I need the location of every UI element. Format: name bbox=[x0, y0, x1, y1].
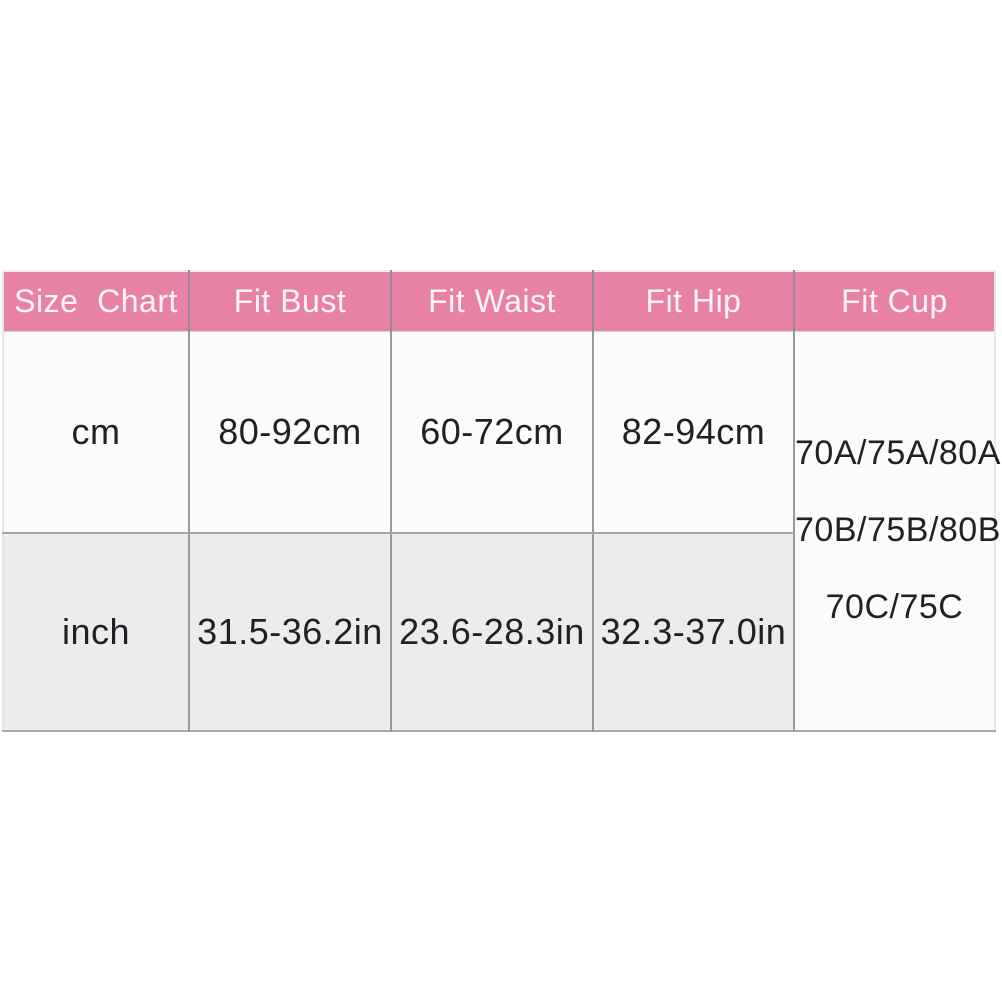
cup-cell: 70A/75A/80A 70B/75B/80B 70C/75C bbox=[793, 331, 1001, 732]
header-cell-size-chart: Size Chart bbox=[3, 271, 189, 332]
size-chart-body: cm 80-92cm 60-72cm 82-94cm 70A/75A/80A 7… bbox=[3, 331, 1000, 732]
table-row-inch: inch 31.5-36.2in 23.6-28.3in 32.3-37.0in bbox=[3, 533, 995, 731]
waist-cell-inch: 23.6-28.3in bbox=[390, 533, 593, 731]
cup-line-b: 70B/75B/80B bbox=[795, 511, 1001, 550]
bust-cell-inch: 31.5-36.2in bbox=[188, 533, 391, 731]
size-chart-table: Size Chart Fit Bust Fit Waist Fit Hip Fi… bbox=[2, 270, 1000, 732]
size-chart-header: Size Chart Fit Bust Fit Waist Fit Hip Fi… bbox=[3, 271, 995, 332]
table-row-cm: cm 80-92cm 60-72cm 82-94cm 70A/75A/80A 7… bbox=[3, 331, 1000, 732]
hip-cell-inch: 32.3-37.0in bbox=[592, 533, 794, 731]
header-cell-fit-waist: Fit Waist bbox=[390, 271, 593, 332]
header-cell-fit-hip: Fit Hip bbox=[592, 271, 794, 332]
header-cell-fit-cup: Fit Cup bbox=[793, 271, 995, 332]
unit-cell-cm: cm bbox=[3, 331, 189, 534]
cup-line-a: 70A/75A/80A bbox=[795, 434, 1001, 473]
header-cell-fit-bust: Fit Bust bbox=[188, 271, 391, 332]
bust-cell-cm: 80-92cm bbox=[188, 331, 391, 534]
header-row: Size Chart Fit Bust Fit Waist Fit Hip Fi… bbox=[3, 271, 995, 332]
size-chart-container: Size Chart Fit Bust Fit Waist Fit Hip Fi… bbox=[2, 270, 1000, 732]
waist-cell-cm: 60-72cm bbox=[390, 331, 593, 534]
cup-line-c: 70C/75C bbox=[825, 588, 964, 627]
unit-cell-inch: inch bbox=[3, 533, 189, 731]
hip-cell-cm: 82-94cm bbox=[592, 331, 794, 534]
